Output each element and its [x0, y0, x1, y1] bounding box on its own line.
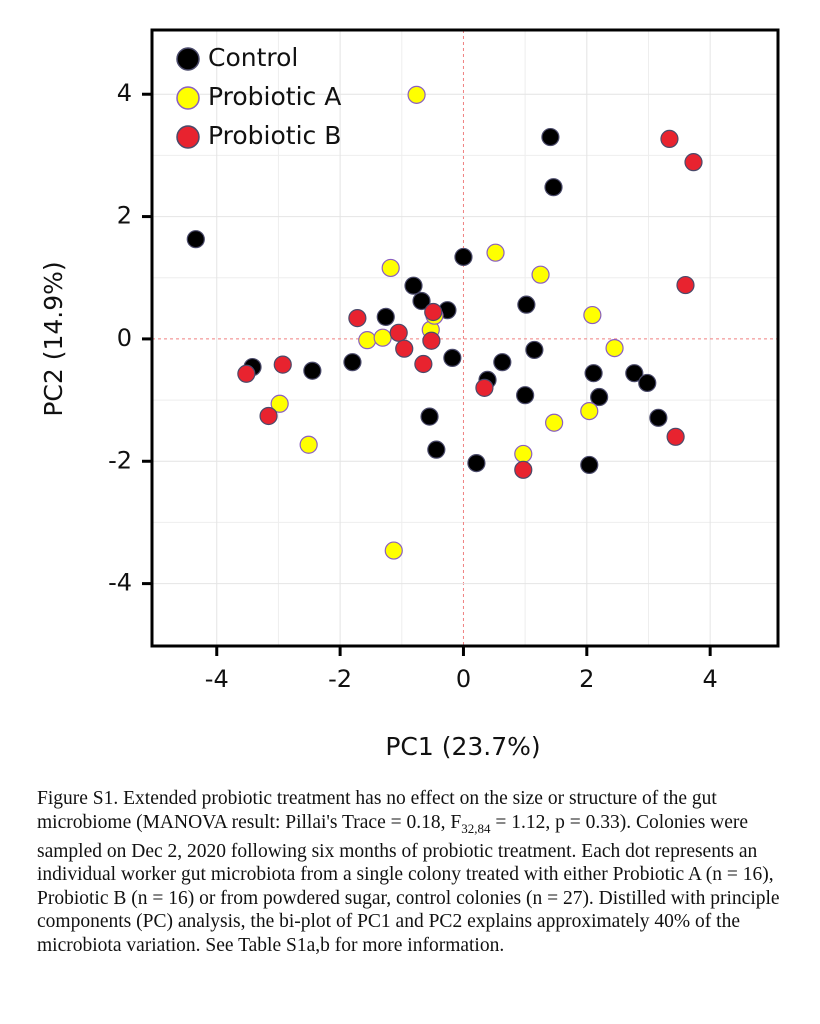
- data-point: [424, 302, 443, 322]
- y-tick-label: 2: [117, 202, 132, 230]
- data-point: [493, 353, 512, 372]
- data-point: [395, 339, 414, 358]
- data-point: [412, 291, 431, 311]
- caption-text: Figure S1. Extended probiotic treatment …: [37, 788, 717, 833]
- x-tick-label: 0: [456, 665, 471, 693]
- data-point: [427, 440, 446, 459]
- data-point: [660, 129, 679, 148]
- legend-marker: [176, 125, 200, 149]
- data-point: [544, 178, 563, 197]
- legend-label: Probiotic A: [208, 82, 341, 111]
- data-point: [531, 265, 550, 284]
- data-point: [583, 305, 602, 325]
- x-tick-label: -4: [205, 665, 229, 693]
- data-point: [580, 455, 599, 475]
- data-point: [414, 354, 433, 374]
- data-point: [299, 435, 318, 454]
- data-point: [590, 387, 609, 407]
- x-tick-label: -2: [328, 665, 352, 693]
- legend-label: Control: [208, 43, 298, 72]
- data-point: [273, 355, 292, 374]
- data-point: [517, 295, 536, 314]
- data-point: [649, 408, 668, 427]
- data-point: [516, 386, 535, 405]
- x-tick-label: 4: [703, 665, 718, 693]
- x-axis-label: PC1 (23.7%): [385, 732, 540, 761]
- data-point: [676, 275, 695, 295]
- data-point: [373, 328, 392, 347]
- data-point: [237, 364, 256, 383]
- data-point: [638, 373, 657, 393]
- data-point: [525, 340, 544, 360]
- caption-subscript: 32,84: [461, 820, 491, 836]
- data-point: [186, 230, 205, 249]
- plot-frame: [150, 28, 780, 648]
- data-point: [343, 353, 362, 372]
- data-point: [407, 85, 426, 104]
- data-point: [514, 460, 533, 479]
- data-point: [270, 394, 289, 413]
- caption: Figure S1. Extended probiotic treatment …: [37, 787, 797, 957]
- y-axis-label: PC2 (14.9%): [39, 261, 68, 416]
- data-point: [420, 407, 439, 426]
- data-point: [684, 153, 703, 172]
- data-point: [422, 331, 441, 350]
- data-point: [584, 364, 603, 383]
- legend-marker: [176, 86, 200, 110]
- data-point: [580, 402, 599, 421]
- data-point: [605, 338, 624, 358]
- data-point: [381, 258, 400, 278]
- data-point: [303, 361, 322, 380]
- caption-text: = 1.12, p = 0.33). Colonies were sampled…: [37, 811, 780, 956]
- data-point: [259, 406, 278, 426]
- data-point: [625, 364, 644, 383]
- data-point: [443, 348, 462, 367]
- data-point: [545, 413, 564, 432]
- y-tick-label: -2: [108, 446, 132, 474]
- data-point: [404, 276, 423, 295]
- chart: PC1 (23.7%) PC2 (14.9%) -4 -2 0 2 4 -4 -2 0 2 4 Co…: [39, 28, 780, 761]
- data-point: [384, 541, 403, 560]
- data-point: [389, 323, 408, 342]
- data-point: [376, 307, 395, 326]
- data-point: [475, 378, 494, 397]
- legend-label: Probiotic B: [208, 121, 341, 150]
- data-point: [486, 243, 505, 262]
- data-point: [358, 331, 377, 350]
- data-point: [541, 127, 560, 147]
- y-tick-label: -4: [108, 569, 132, 597]
- legend-marker: [176, 47, 200, 71]
- data-point: [454, 247, 473, 267]
- data-point: [348, 309, 367, 328]
- y-tick-label: 0: [117, 324, 132, 352]
- data-point: [514, 444, 533, 464]
- x-tick-label: 2: [579, 665, 594, 693]
- data-point: [467, 453, 486, 473]
- y-tick-label: 4: [117, 79, 132, 107]
- data-point: [666, 427, 685, 446]
